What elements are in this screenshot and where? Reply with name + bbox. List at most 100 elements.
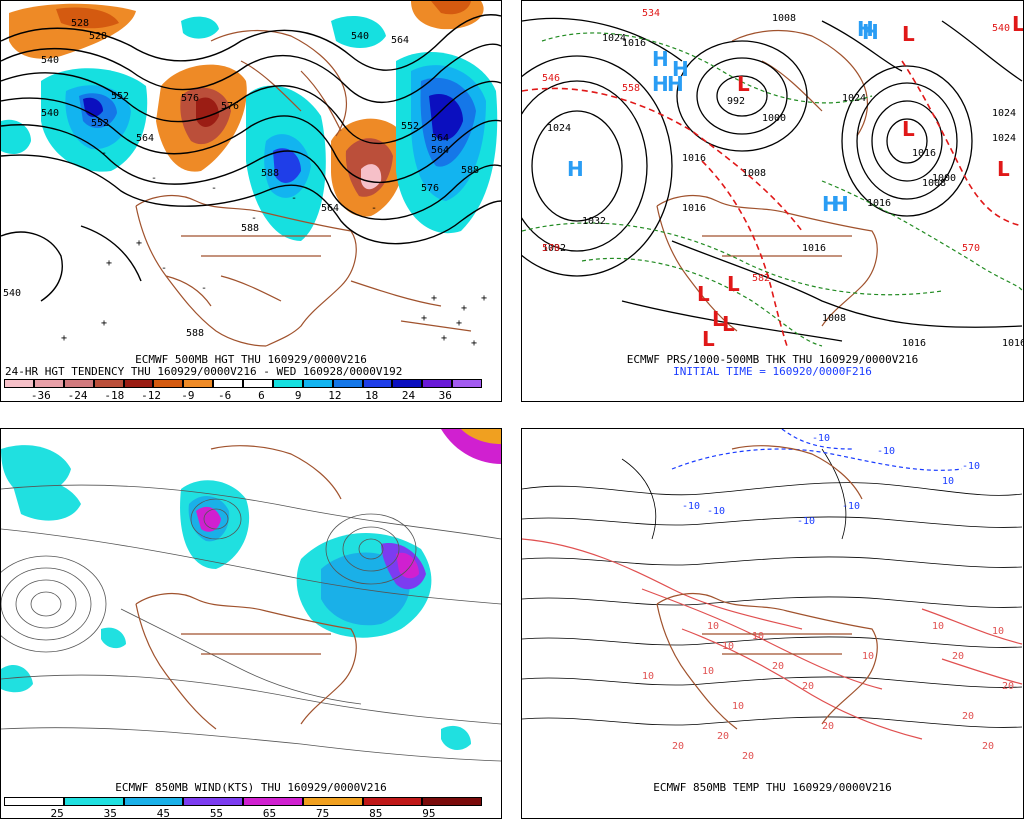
isobar-label: 1024	[602, 33, 626, 44]
cold-temperature-label: -10	[962, 461, 980, 472]
caption-pressure-thickness: ECMWF PRS/1000-500MB THK THU 160929/0000…	[626, 353, 919, 366]
coastlines	[656, 445, 878, 730]
height-contour-label: 528	[89, 31, 107, 42]
warm-temperature-label: 10	[752, 631, 764, 642]
low-pressure-marker: L	[1012, 12, 1023, 36]
low-pressure-marker: L	[727, 272, 740, 296]
colorbar-segment	[183, 797, 243, 806]
panel-850mb-wind: ECMWF 850MB WIND(KTS) THU 160929/0000V21…	[0, 428, 502, 819]
panel-500mb-height: 528 540 552 564 576 588 540 552 564 576 588 588 540 5…	[0, 0, 502, 402]
colorbar-tick-label: 6	[258, 389, 265, 402]
thickness-label: 546	[542, 73, 560, 84]
isobar-label: 1000	[762, 113, 786, 124]
thickness-label: 558	[622, 83, 640, 94]
colorbar-tick-label: -12	[141, 389, 161, 402]
high-pressure-marker: H	[667, 72, 684, 96]
tendency-sign: +	[101, 318, 107, 329]
height-contours	[1, 14, 501, 302]
low-pressure-marker: L	[902, 22, 915, 46]
colorbar-segment	[123, 797, 184, 806]
warm-temperature-label: 10	[992, 626, 1004, 637]
height-contour-label: 564	[136, 133, 154, 144]
colorbar-segment	[332, 379, 363, 388]
height-contour-label: 540	[41, 55, 59, 66]
tendency-sign: +	[136, 238, 142, 249]
isobar-label: 1016	[682, 153, 706, 164]
tendency-sign: +	[431, 293, 437, 304]
warm-temperature-label: 20	[1002, 681, 1014, 692]
colorbar-tick-label: 95	[422, 807, 436, 819]
low-pressure-marker: L	[902, 117, 915, 141]
height-contour-label: 576	[421, 183, 439, 194]
warm-temperature-label: 10	[932, 621, 944, 632]
height-contour-label: 576	[181, 93, 199, 104]
colorbar-wind-speed-ticks: 25 35 45 55 65 75 85 95	[4, 807, 482, 819]
cold-temperature-label: -10	[877, 446, 895, 457]
thickness-label: 570	[542, 243, 560, 254]
cold-temperature-label: -10	[842, 501, 860, 512]
colorbar-segment	[302, 379, 333, 388]
colorbar-segment	[243, 797, 303, 806]
temperature-contours-cold	[671, 429, 963, 471]
tendency-sign: +	[461, 303, 467, 314]
map-pressure-thickness: HHHHHHHHHLLLLLLLLLL 10321024101610081000…	[522, 8, 1023, 351]
warm-temperature-label: 20	[982, 741, 994, 752]
isobar-label: 1016	[1002, 338, 1023, 349]
warm-temperature-label: 20	[672, 741, 684, 752]
height-contour-label: 552	[401, 121, 419, 132]
colorbar-tick-label: 55	[209, 807, 224, 819]
isobar-label: 1024	[547, 123, 571, 134]
thickness-green	[522, 32, 1023, 347]
warm-temperature-label: 10	[642, 671, 654, 682]
isobar-label: 1016	[682, 203, 706, 214]
colorbar-segment	[392, 379, 423, 388]
high-pressure-marker: H	[567, 157, 584, 181]
warm-temperature-label: 20	[802, 681, 814, 692]
isobars	[522, 17, 1023, 342]
warm-temperature-label: 20	[822, 721, 834, 732]
isobar-label: 1024	[992, 133, 1016, 144]
colorbar-segment	[422, 379, 453, 388]
anomaly-sign-layer: - - - - - - - - + + + + + + + + + + +	[61, 148, 487, 349]
tendency-sign: +	[421, 313, 427, 324]
caption-850mb-temperature: ECMWF 850MB TEMP THU 160929/0000V216	[653, 781, 892, 794]
warm-temperature-label: 20	[952, 651, 964, 662]
tendency-sign: +	[441, 333, 447, 344]
tendency-sign: +	[471, 338, 477, 349]
colorbar-tick-label: 18	[365, 389, 379, 402]
isobar-label: 1008	[822, 313, 846, 324]
colorbar-wind-speed	[4, 797, 482, 806]
coastlines	[656, 29, 878, 332]
cold-temperature-label: -10	[682, 501, 700, 512]
colorbar-segment	[93, 379, 124, 388]
cold-temperature-label: -10	[707, 506, 725, 517]
tendency-sign: -	[291, 193, 297, 204]
warm-temperature-label: 20	[717, 731, 729, 742]
height-contour-label: 588	[186, 328, 204, 339]
height-contour-label: 564	[431, 133, 449, 144]
height-contour-label: 540	[351, 31, 369, 42]
warm-temperature-label: 20	[742, 751, 754, 762]
tendency-sign: -	[161, 263, 167, 274]
map-850mb-wind	[1, 429, 501, 762]
colorbar-segment	[63, 379, 94, 388]
colorbar-tick-label: -9	[181, 389, 195, 402]
high-pressure-marker: H	[857, 17, 874, 41]
high-pressure-marker: H	[652, 47, 669, 71]
colorbar-segment	[362, 379, 393, 388]
temperature-contours-warm	[522, 538, 1023, 740]
height-contour-label: 588	[261, 168, 279, 179]
height-contour-label: 540	[3, 288, 21, 299]
isobar-label: 1016	[902, 338, 926, 349]
caption-initial-time: INITIAL TIME = 160920/0000F216	[673, 365, 872, 378]
high-pressure-marker: H	[832, 192, 849, 216]
height-contour-label: 540	[41, 108, 59, 119]
streamlines	[1, 484, 501, 762]
colorbar-segment	[123, 379, 154, 388]
cold-temperature-label: -10	[797, 516, 815, 527]
colorbar-segment	[362, 797, 423, 806]
panel-850mb-temperature: -10 -10 -10 -10 -10 -10 10 -10 10 10 10 20 10 20 20 10 2…	[521, 428, 1024, 819]
tendency-sign: +	[456, 318, 462, 329]
colorbar-segment	[243, 379, 273, 388]
isobar-label: 1000	[932, 173, 956, 184]
